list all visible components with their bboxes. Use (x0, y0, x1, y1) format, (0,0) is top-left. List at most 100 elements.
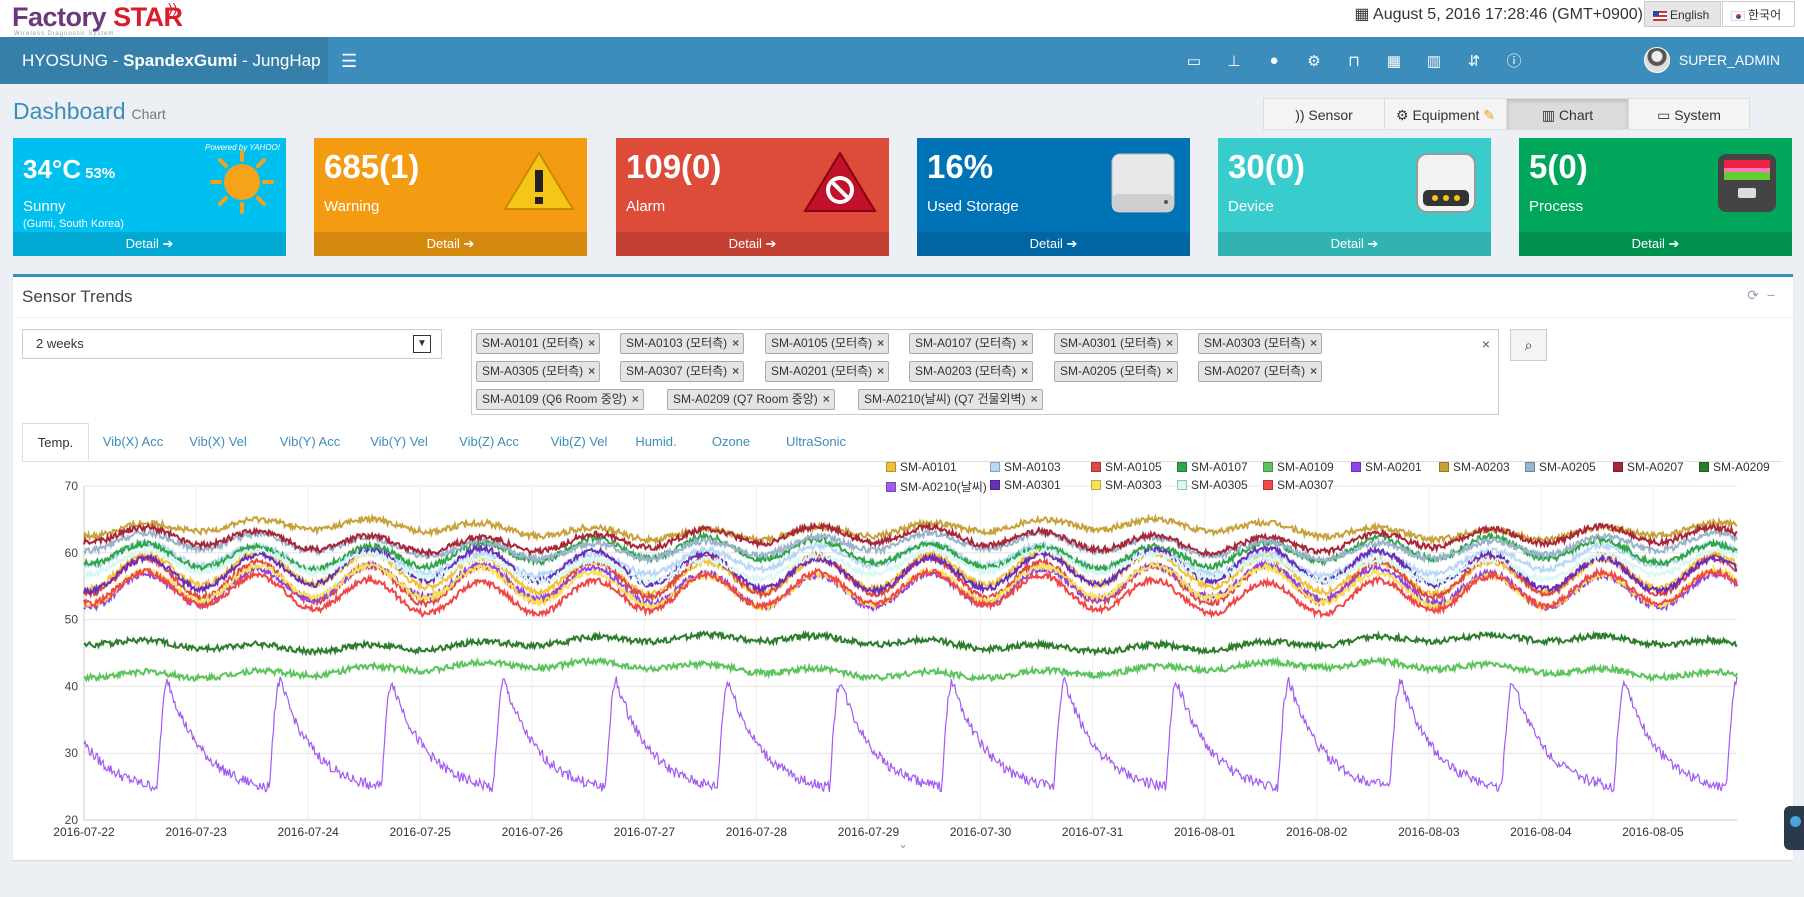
sensor-chip[interactable]: SM-A0103 (모터측) × (620, 333, 745, 354)
chat-widget-tab[interactable] (1784, 806, 1804, 850)
sensor-chip[interactable]: SM-A0101 (모터측) × (476, 333, 601, 354)
x-tick-label: 2016-07-26 (502, 825, 564, 839)
sensor-chip[interactable]: SM-A0307 (모터측) × (620, 361, 745, 382)
bar-chart-icon[interactable]: ▥ (1426, 52, 1442, 70)
sensor-chip[interactable]: SM-A0207 (모터측) × (1198, 361, 1323, 382)
remove-icon[interactable]: × (732, 336, 740, 350)
user-icon[interactable]: ● (1269, 52, 1279, 69)
tab-vib-y-vel[interactable]: Vib(Y) Vel (361, 423, 437, 461)
legend-item[interactable]: SM-A0207 (1613, 460, 1684, 474)
remove-icon[interactable]: × (732, 364, 740, 378)
tab-vib-z-vel[interactable]: Vib(Z) Vel (541, 423, 617, 461)
legend-item[interactable]: SM-A0210(날씨) (886, 478, 987, 495)
legend-item[interactable]: SM-A0107 (1177, 460, 1248, 474)
sensor-chip[interactable]: SM-A0109 (Q6 Room 중앙) × (476, 389, 644, 410)
tab-vib-z-acc[interactable]: Vib(Z) Acc (451, 423, 527, 461)
info-icon[interactable]: ⓘ (1506, 53, 1522, 70)
remove-icon[interactable]: × (1021, 336, 1029, 350)
legend-item[interactable]: SM-A0205 (1525, 460, 1596, 474)
factory-star-logo[interactable]: Factory STAR )) Wireless Diagnostic Syst… (12, 0, 183, 37)
legend-item[interactable]: SM-A0307 (1263, 478, 1334, 492)
storage-detail-link[interactable]: Detail ➔ (917, 232, 1190, 256)
alarm-detail-link[interactable]: Detail ➔ (616, 232, 889, 256)
sensor-chip[interactable]: SM-A0105 (모터측) × (765, 333, 890, 354)
sensor-chip[interactable]: SM-A0210(날씨) (Q7 건물외벽) × (858, 389, 1043, 410)
series-line (83, 520, 1738, 559)
collapse-icon[interactable]: − (1766, 287, 1783, 303)
tab-temp[interactable]: Temp. (22, 423, 89, 461)
sort-icon[interactable]: ⇵ (1467, 52, 1481, 70)
cogs-icon[interactable]: ⚙ (1307, 52, 1321, 70)
legend-item[interactable]: SM-A0209 (1699, 460, 1770, 474)
y-tick-label: 50 (65, 613, 79, 627)
remove-icon[interactable]: × (1030, 392, 1038, 406)
sidebar-toggle-icon[interactable]: ☰ (341, 51, 358, 71)
page-title: Dashboard Chart (13, 98, 166, 125)
legend-item[interactable]: SM-A0101 (886, 460, 957, 474)
tab-vib-x-acc[interactable]: Vib(X) Acc (95, 423, 171, 461)
equipment-mode-button[interactable]: ⚙ Equipment ✎ (1384, 98, 1507, 130)
chart-mode-button[interactable]: ▥ Chart (1506, 98, 1629, 130)
sensor-chip[interactable]: SM-A0107 (모터측) × (909, 333, 1034, 354)
legend-label: SM-A0307 (1277, 478, 1334, 492)
brand-company: HYOSUNG - (22, 51, 124, 70)
user-menu[interactable]: SUPER_ADMIN (1643, 47, 1780, 73)
tab-ultrasonic[interactable]: UltraSonic (778, 423, 854, 461)
sensor-tag-input[interactable]: SM-A0101 (모터측) × SM-A0103 (모터측) × SM-A0105… (471, 329, 1499, 415)
site-brand[interactable]: HYOSUNG - SpandexGumi - JungHap (0, 37, 328, 84)
tab-vib-x-vel[interactable]: Vib(X) Vel (180, 423, 256, 461)
legend-swatch (1177, 480, 1187, 490)
sensor-chip[interactable]: SM-A0303 (모터측) × (1198, 333, 1323, 354)
tab-ozone[interactable]: Ozone (706, 423, 756, 461)
legend-item[interactable]: SM-A0203 (1439, 460, 1510, 474)
device-detail-link[interactable]: Detail ➔ (1218, 232, 1491, 256)
tab-humid[interactable]: Humid. (631, 423, 681, 461)
legend-label: SM-A0103 (1004, 460, 1061, 474)
remove-icon[interactable]: × (822, 392, 830, 406)
sensor-mode-button[interactable]: )) Sensor (1263, 98, 1385, 130)
clear-all-icon[interactable]: × (1481, 336, 1490, 352)
weather-detail-link[interactable]: Detail ➔ (13, 232, 286, 256)
language-english-button[interactable]: English (1644, 1, 1721, 27)
sensor-chip[interactable]: SM-A0201 (모터측) × (765, 361, 890, 382)
search-button[interactable]: ⌕ (1510, 329, 1547, 361)
remove-icon[interactable]: × (1166, 364, 1174, 378)
x-tick-label: 2016-07-31 (1062, 825, 1124, 839)
refresh-icon[interactable]: ⟳ (1747, 287, 1767, 303)
sensor-chip[interactable]: SM-A0301 (모터측) × (1054, 333, 1179, 354)
monitor-icon[interactable]: ▭ (1186, 52, 1202, 70)
legend-item[interactable]: SM-A0105 (1091, 460, 1162, 474)
remove-icon[interactable]: × (877, 336, 885, 350)
legend-item[interactable]: SM-A0201 (1351, 460, 1422, 474)
sensor-chip[interactable]: SM-A0203 (모터측) × (909, 361, 1034, 382)
legend-item[interactable]: SM-A0109 (1263, 460, 1334, 474)
legend-item[interactable]: SM-A0305 (1177, 478, 1248, 492)
process-detail-link[interactable]: Detail ➔ (1519, 232, 1792, 256)
legend-item[interactable]: SM-A0103 (990, 460, 1061, 474)
legend-item[interactable]: SM-A0303 (1091, 478, 1162, 492)
remove-icon[interactable]: × (1021, 364, 1029, 378)
remove-icon[interactable]: × (588, 336, 596, 350)
sitemap-icon[interactable]: ⊥ (1227, 52, 1241, 70)
grid-icon[interactable]: ▦ (1386, 52, 1402, 70)
yahoo-credit: Powered by YAHOO! (205, 143, 280, 152)
remove-icon[interactable]: × (1166, 336, 1174, 350)
language-korean-button[interactable]: 한국어 (1722, 1, 1795, 27)
tab-vib-y-acc[interactable]: Vib(Y) Acc (272, 423, 348, 461)
warning-detail-link[interactable]: Detail ➔ (314, 232, 587, 256)
remove-icon[interactable]: × (1310, 364, 1318, 378)
chip-label: SM-A0305 (모터측) (482, 364, 584, 378)
sensor-chip[interactable]: SM-A0209 (Q7 Room 중앙) × (667, 389, 835, 410)
sensor-chip[interactable]: SM-A0205 (모터측) × (1054, 361, 1179, 382)
inbox-icon[interactable]: ⊓ (1348, 52, 1360, 70)
remove-icon[interactable]: × (1310, 336, 1318, 350)
legend-item[interactable]: SM-A0301 (990, 478, 1061, 492)
system-mode-button[interactable]: ▭ System (1628, 98, 1750, 130)
remove-icon[interactable]: × (631, 392, 639, 406)
period-select[interactable]: 2 weeks ▼ (22, 329, 442, 359)
sensor-chip[interactable]: SM-A0305 (모터측) × (476, 361, 601, 382)
remove-icon[interactable]: × (588, 364, 596, 378)
remove-icon[interactable]: × (877, 364, 885, 378)
y-tick-label: 60 (65, 546, 79, 560)
english-label: English (1670, 8, 1710, 22)
